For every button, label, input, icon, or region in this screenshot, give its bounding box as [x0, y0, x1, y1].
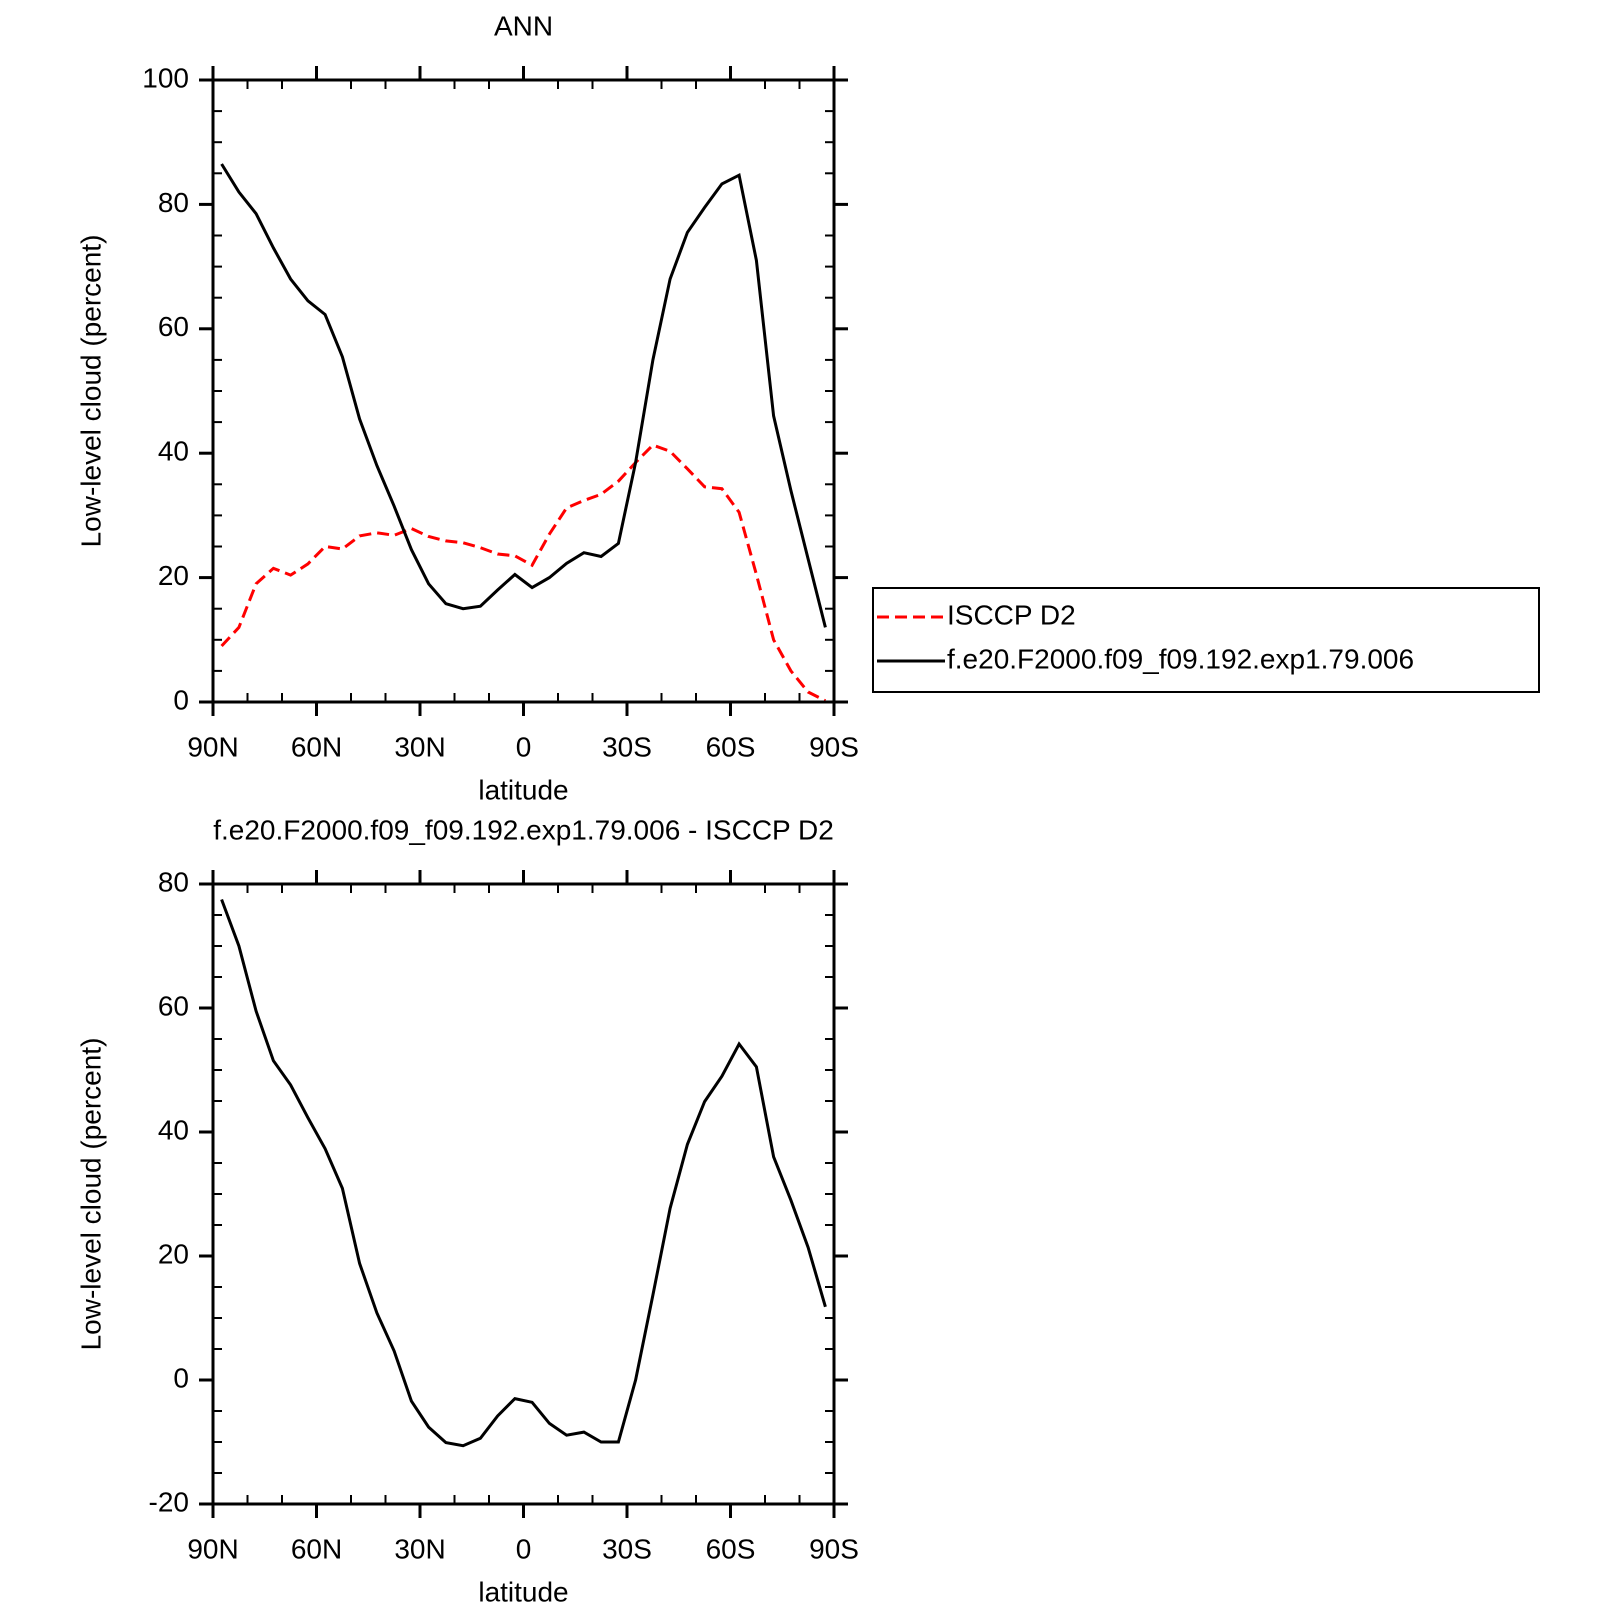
x-tick-label: 0 — [516, 1533, 532, 1564]
plot-frame — [211, 882, 836, 1506]
y-axis-label: Low-level cloud (percent) — [75, 235, 106, 548]
y-tick-label: 40 — [158, 1114, 189, 1145]
x-axis-label: latitude — [478, 774, 568, 805]
x-tick-label: 60N — [291, 731, 342, 762]
chart-title: f.e20.F2000.f09_f09.192.exp1.79.006 - IS… — [213, 814, 834, 845]
x-tick-label: 30N — [394, 1533, 445, 1564]
y-tick-label: 0 — [173, 684, 189, 715]
x-axis-label: latitude — [478, 1576, 568, 1607]
x-tick-label: 90S — [809, 731, 859, 762]
legend-box — [872, 587, 1540, 693]
chart-title: ANN — [494, 10, 553, 41]
x-tick-label: 30S — [602, 1533, 652, 1564]
y-axis-label: Low-level cloud (percent) — [75, 1038, 106, 1351]
x-tick-label: 30N — [394, 731, 445, 762]
y-tick-label: 20 — [158, 1238, 189, 1269]
legend-label: f.e20.F2000.f09_f09.192.exp1.79.006 — [947, 643, 1414, 674]
x-tick-label: 90S — [809, 1533, 859, 1564]
y-tick-label: 40 — [158, 436, 189, 467]
x-tick-label: 60N — [291, 1533, 342, 1564]
y-tick-label: 80 — [158, 187, 189, 218]
x-tick-label: 30S — [602, 731, 652, 762]
y-tick-label: 100 — [142, 62, 189, 93]
y-tick-label: 60 — [158, 311, 189, 342]
data-line — [220, 163, 827, 628]
data-line — [220, 898, 827, 1448]
plot-frame — [211, 78, 836, 704]
legend-label: ISCCP D2 — [947, 599, 1076, 630]
y-tick-label: 0 — [173, 1362, 189, 1393]
x-tick-label: 90N — [187, 731, 238, 762]
x-tick-label: 0 — [516, 731, 532, 762]
x-tick-label: 60S — [706, 731, 756, 762]
data-line — [220, 443, 827, 703]
x-tick-label: 90N — [187, 1533, 238, 1564]
y-tick-label: 60 — [158, 990, 189, 1021]
y-tick-label: -20 — [149, 1486, 189, 1517]
x-tick-label: 60S — [706, 1533, 756, 1564]
y-tick-label: 80 — [158, 866, 189, 897]
y-tick-label: 20 — [158, 560, 189, 591]
